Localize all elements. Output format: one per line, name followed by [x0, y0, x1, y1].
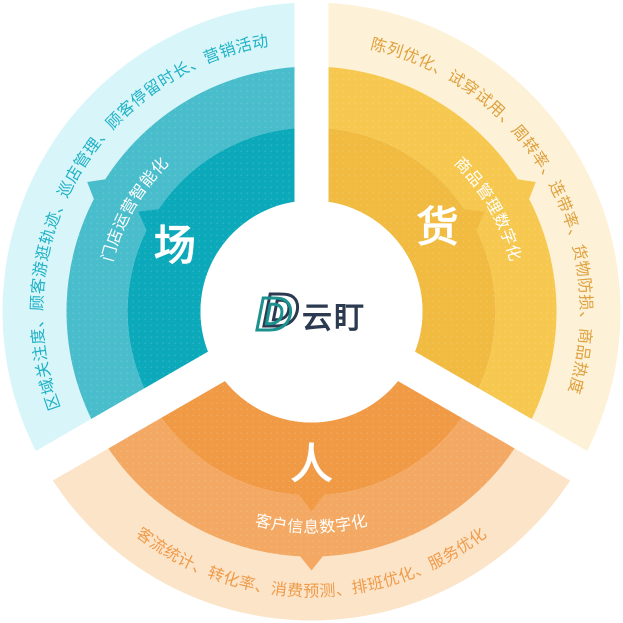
segment-goods-dot-texture	[311, 66, 557, 434]
brand-d-monogram-icon: D D	[255, 285, 302, 343]
segment-people-core-label: 人	[290, 440, 332, 489]
segment-place-core-label: 场	[154, 221, 196, 270]
brand-wordmark: 云盯	[302, 301, 366, 336]
segment-people-outer-ring	[43, 434, 580, 621]
center-hole	[200, 200, 423, 423]
segment-goods-outer-ring	[311, 2, 621, 466]
segment-people-dot-texture	[99, 367, 524, 557]
segment-goods-core-label: 货	[416, 203, 458, 252]
brand-logo: D D 云盯	[250, 281, 370, 343]
brand-d-back: D	[263, 286, 300, 337]
segment-place-dot-texture	[66, 66, 312, 434]
segment-people-middle-arrow-notch	[296, 552, 327, 571]
segment-place-outer-ring	[2, 2, 312, 466]
brand-d-front: D	[256, 290, 293, 341]
